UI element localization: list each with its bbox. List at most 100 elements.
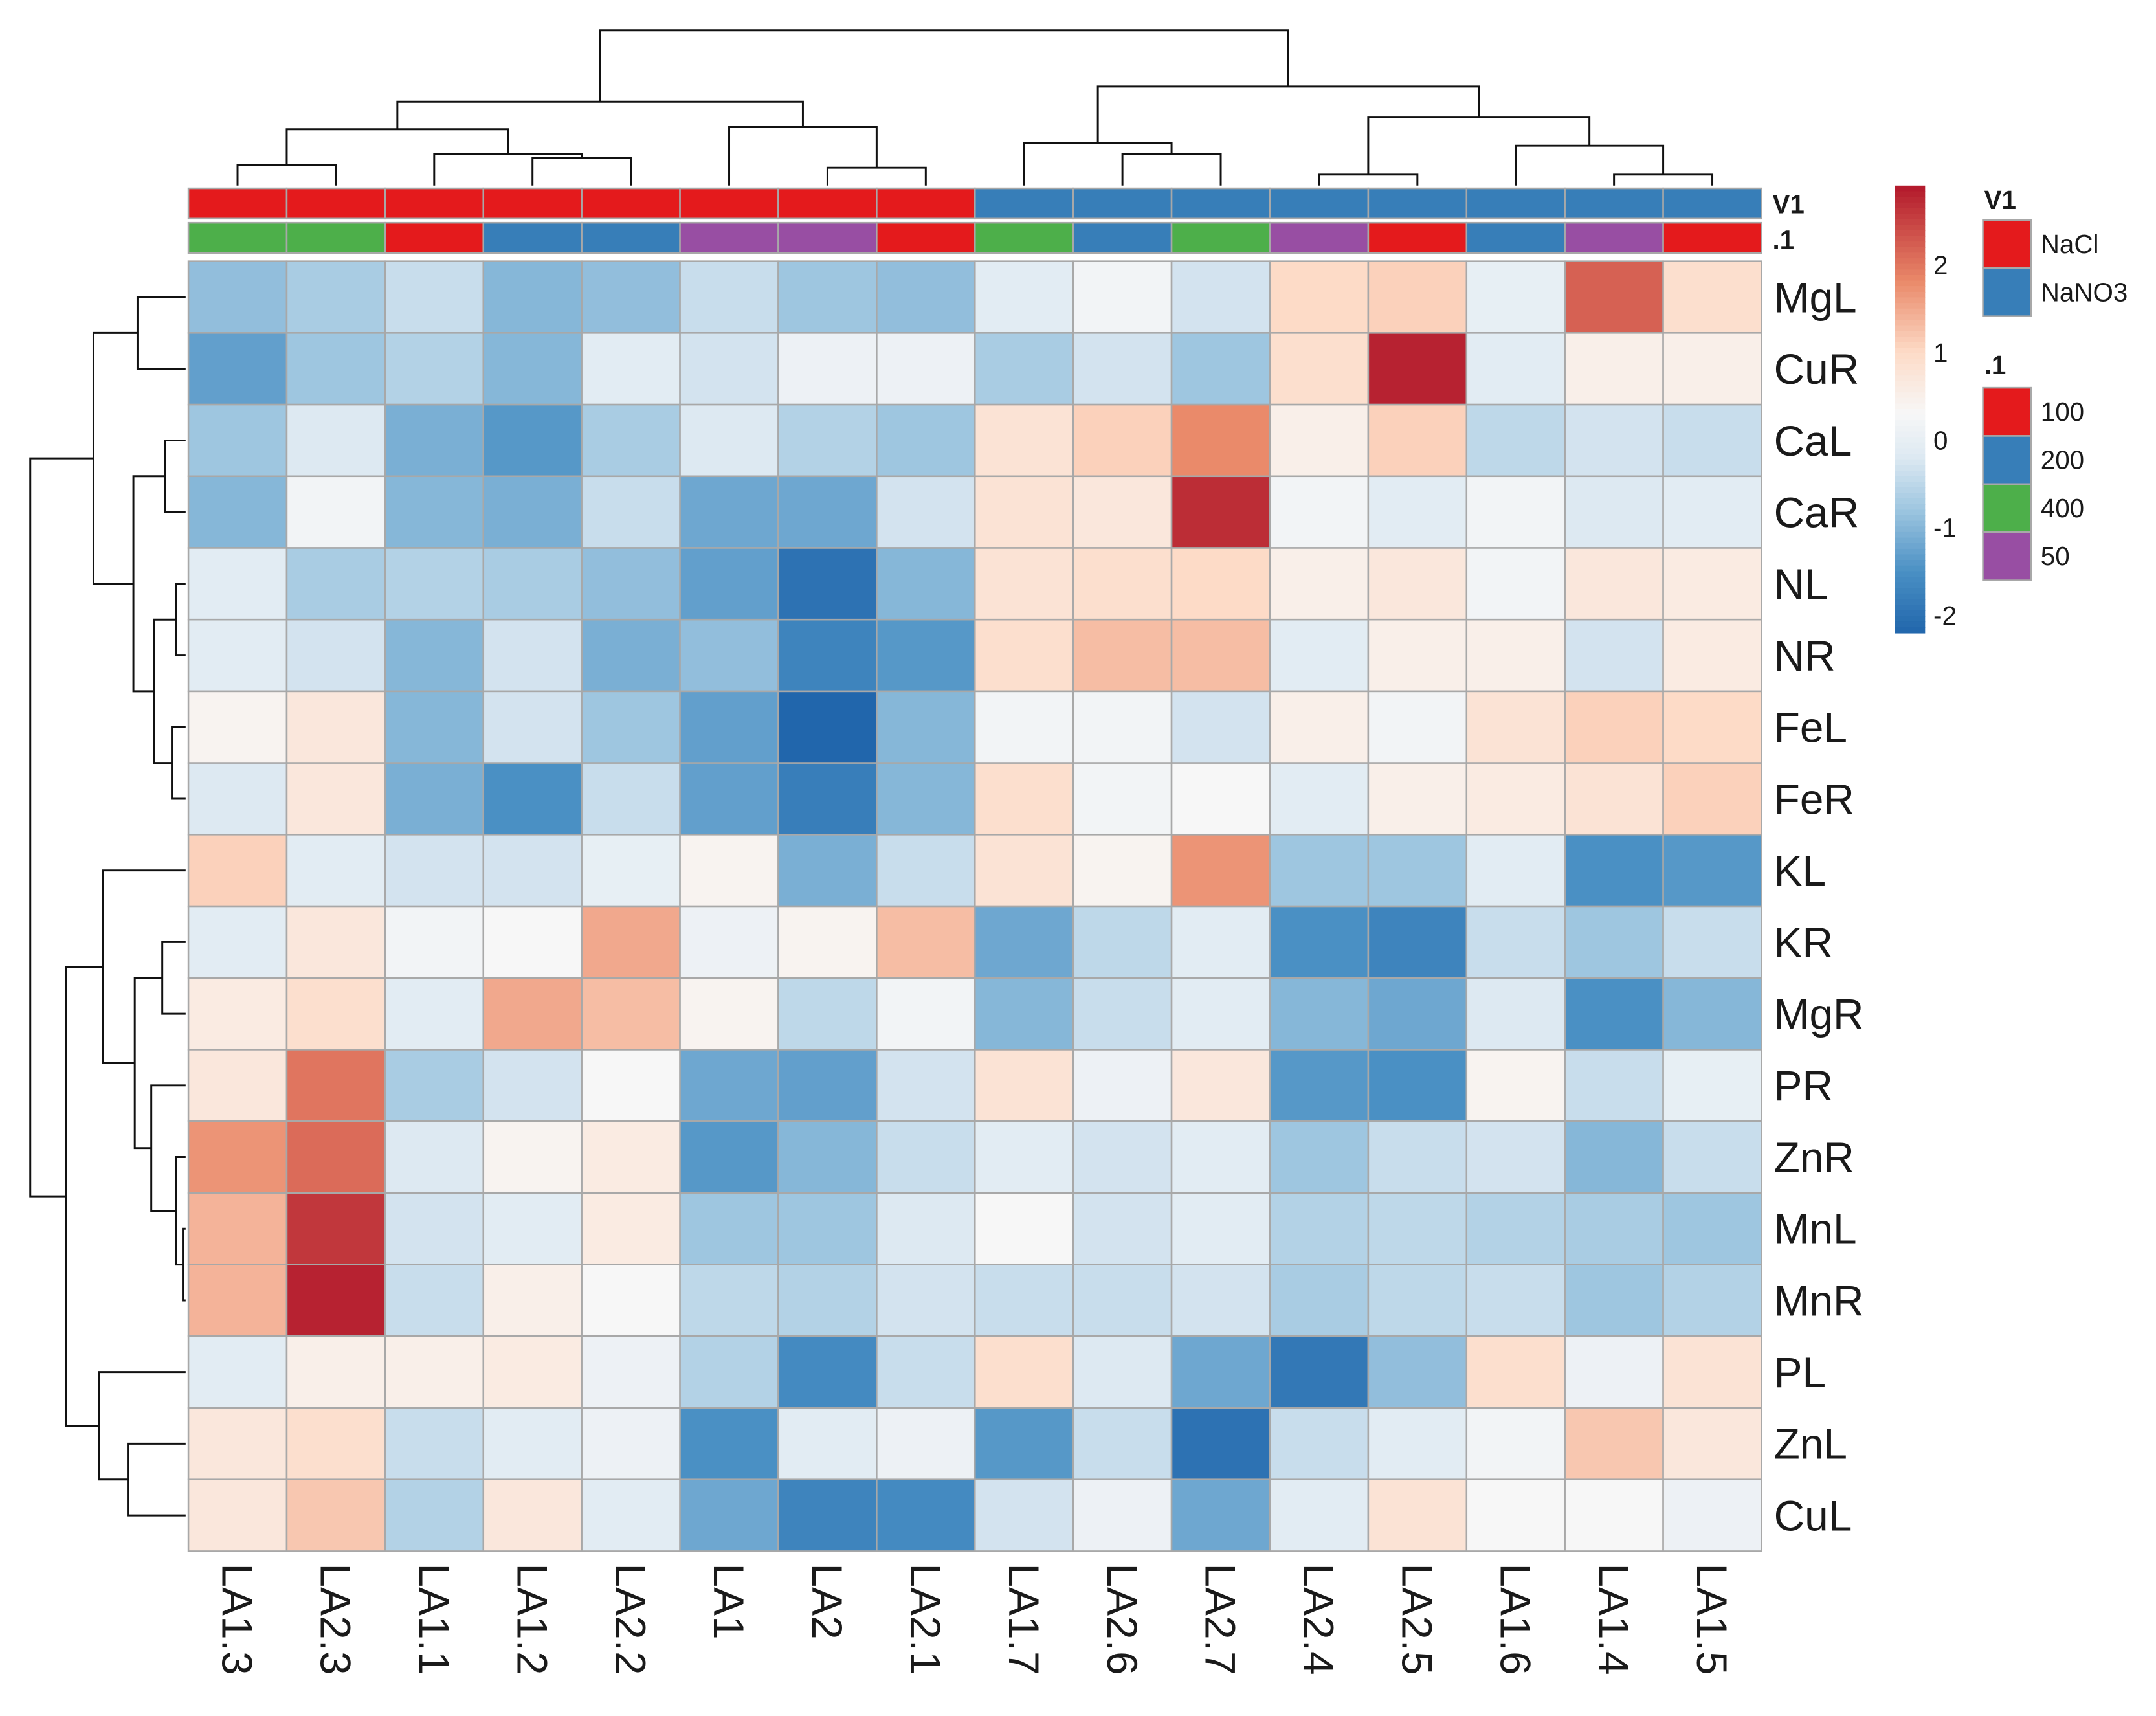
legend-swatch-v1 <box>1982 267 2032 317</box>
heatmap-cell <box>876 1264 976 1337</box>
heatmap-cell <box>1367 1407 1468 1481</box>
annotation-cell-dot1 <box>1662 221 1762 254</box>
heatmap-cell <box>1269 547 1370 621</box>
heatmap-cell <box>1564 260 1664 334</box>
heatmap-cell <box>1564 618 1664 693</box>
heatmap-cell <box>581 403 681 478</box>
heatmap-cell <box>973 1192 1074 1265</box>
annotation-cell-V1 <box>973 187 1074 220</box>
heatmap-cell <box>384 547 485 621</box>
heatmap-cell <box>1465 1478 1566 1552</box>
row-label: MgR <box>1774 990 1864 1038</box>
heatmap-cell <box>1564 1120 1664 1194</box>
heatmap-cell <box>876 1478 976 1552</box>
heatmap-cell <box>187 332 288 406</box>
heatmap-cell <box>482 905 583 979</box>
annotation-label-dot1: .1 <box>1772 225 1794 255</box>
colorbar-segment <box>1895 325 1926 332</box>
colorbar-segment <box>1895 319 1926 326</box>
heatmap-cell <box>1465 1192 1566 1265</box>
heatmap-cell <box>285 475 386 549</box>
legend-swatch-dot1 <box>1982 531 2032 581</box>
heatmap-cell <box>1072 762 1173 836</box>
heatmap-cell <box>1170 1478 1271 1552</box>
heatmap-cell <box>581 1120 681 1194</box>
heatmap-cell <box>1367 690 1468 764</box>
column-dendrogram-branch <box>1318 173 1419 186</box>
colorbar-segment <box>1895 437 1926 444</box>
heatmap-cell <box>1662 547 1762 621</box>
heatmap-cell <box>1072 1192 1173 1265</box>
heatmap-cell <box>1170 1264 1271 1337</box>
heatmap-cell <box>482 260 583 334</box>
heatmap-cell <box>876 547 976 621</box>
column-label: LA2.3 <box>312 1564 360 1675</box>
heatmap-cell <box>581 1192 681 1265</box>
heatmap-cell <box>679 1478 779 1552</box>
row-label: NL <box>1774 560 1828 608</box>
heatmap-cell <box>482 618 583 693</box>
colorbar-segment <box>1895 621 1926 628</box>
heatmap-cell <box>1662 690 1762 764</box>
heatmap-cell <box>581 1407 681 1481</box>
annotation-cell-dot1 <box>1072 221 1173 254</box>
heatmap-cell <box>973 1335 1074 1409</box>
column-label: LA2.7 <box>1197 1564 1245 1675</box>
heatmap-cell <box>482 1478 583 1552</box>
heatmap-cell <box>482 547 583 621</box>
heatmap-cell <box>285 1335 386 1409</box>
heatmap-cell <box>1662 1192 1762 1265</box>
colorbar-segment <box>1895 274 1926 282</box>
annotation-cell-V1 <box>777 187 878 220</box>
heatmap-cell <box>384 690 485 764</box>
heatmap-cell <box>384 762 485 836</box>
heatmap-cell <box>1662 332 1762 406</box>
heatmap-cell <box>1662 1120 1762 1194</box>
colorbar-segment <box>1895 213 1926 220</box>
colorbar-segment <box>1895 353 1926 360</box>
heatmap-cell <box>1269 1478 1370 1552</box>
colorbar-segment <box>1895 593 1926 600</box>
colorbar-segment <box>1895 548 1926 555</box>
colorbar-segment <box>1895 498 1926 506</box>
colorbar-segment <box>1895 520 1926 528</box>
heatmap-cell <box>384 834 485 908</box>
heatmap-cell <box>1662 475 1762 549</box>
heatmap-cell <box>1170 547 1271 621</box>
heatmap-cell <box>1367 332 1468 406</box>
heatmap-cell <box>1367 618 1468 693</box>
row-label: CuL <box>1774 1491 1852 1539</box>
legend-label-dot1: 50 <box>2041 541 2070 571</box>
column-dendrogram-branch <box>1096 85 1480 143</box>
column-label: LA1.3 <box>214 1564 261 1675</box>
heatmap-cell <box>777 1407 878 1481</box>
heatmap-cell <box>1072 260 1173 334</box>
column-label: LA2.4 <box>1295 1564 1343 1675</box>
heatmap-cell <box>285 1192 386 1265</box>
annotation-cell-dot1 <box>876 221 976 254</box>
colorbar-segment <box>1895 504 1926 511</box>
annotation-cell-V1 <box>1072 187 1173 220</box>
row-label: ZnR <box>1774 1133 1854 1181</box>
heatmap-cell <box>1465 905 1566 979</box>
heatmap-cell <box>1269 1264 1370 1337</box>
heatmap-cell <box>187 690 288 764</box>
colorbar-segment <box>1895 375 1926 383</box>
legend-label-v1: NaNO3 <box>2041 277 2128 307</box>
colorbar-segment <box>1895 386 1926 394</box>
heatmap-cell <box>285 762 386 836</box>
colorbar-tick-label: -1 <box>1933 513 1957 543</box>
heatmap-cell <box>973 547 1074 621</box>
annotation-cell-V1 <box>1367 187 1468 220</box>
column-dendrogram-branch <box>285 128 509 165</box>
legend-swatch-dot1 <box>1982 386 2032 437</box>
heatmap-cell <box>1367 1049 1468 1122</box>
heatmap-cell <box>384 1407 485 1481</box>
annotation-cell-dot1 <box>384 221 485 254</box>
heatmap-cell <box>285 1264 386 1337</box>
colorbar-segment <box>1895 280 1926 287</box>
annotation-cell-V1 <box>1465 187 1566 220</box>
heatmap-cell <box>187 1120 288 1194</box>
annotation-cell-V1 <box>1170 187 1271 220</box>
